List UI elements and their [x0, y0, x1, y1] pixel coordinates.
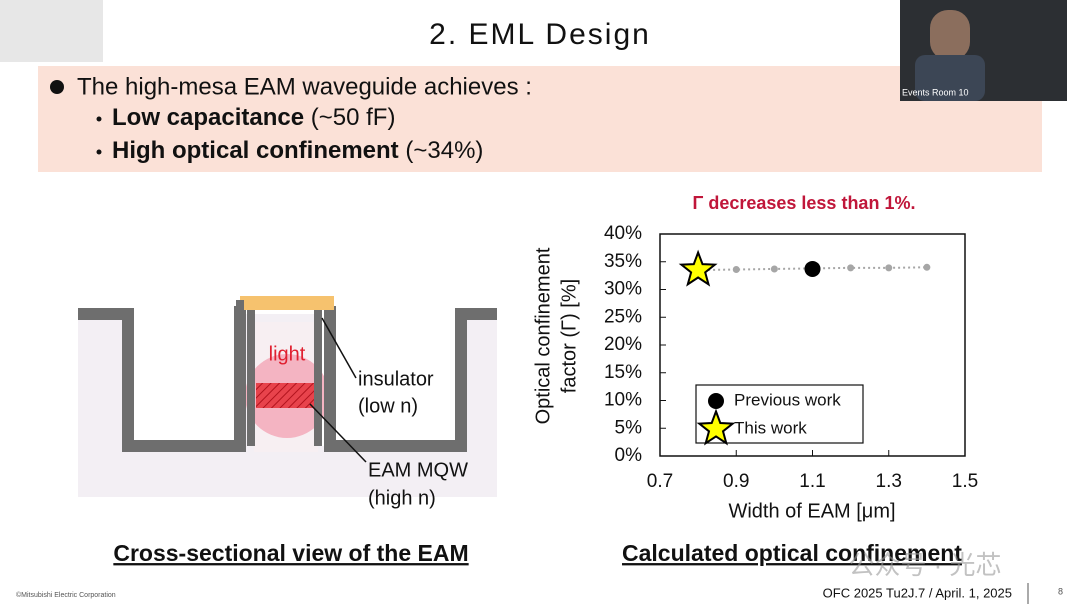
chart-annotation: Γ decreases less than 1%. — [693, 193, 916, 213]
bullet-rest: (~34%) — [405, 137, 483, 164]
insulator-label: insulator — [358, 368, 434, 390]
video-label: Events Room 10 — [902, 87, 969, 97]
chart-caption: Calculated optical confinement — [622, 540, 962, 566]
y-tick-label: 10% — [604, 390, 642, 411]
video-person — [915, 55, 985, 101]
cross-section — [78, 296, 497, 497]
dot-marker — [732, 266, 740, 274]
star-marker — [678, 249, 718, 287]
y-axis-label: factor (Γ) [%] — [558, 279, 580, 393]
bullet-bold: High optical confinement — [112, 137, 399, 164]
dot-marker — [804, 260, 821, 277]
light-label: light — [269, 343, 306, 365]
copyright: ©Mitsubishi Electric Corporation — [16, 591, 116, 599]
x-tick-label: 1.5 — [952, 471, 978, 492]
y-tick-label: 25% — [604, 306, 642, 327]
sub-bullet — [96, 116, 102, 122]
bullet-dot — [50, 80, 64, 94]
dot-marker — [847, 264, 855, 272]
mqw-label: (high n) — [368, 487, 436, 509]
y-tick-label: 15% — [604, 362, 642, 383]
star-marker — [696, 408, 736, 446]
mqw-label: EAM MQW — [368, 459, 468, 481]
chart: Γ decreases less than 1%. Width of EAM [… — [532, 193, 978, 566]
dot-marker — [885, 264, 893, 272]
insulator-label: (low n) — [358, 395, 418, 417]
conference: OFC 2025 Tu2J.7 / April. 1, 2025 — [823, 585, 1012, 600]
bullet-item: Low capacitance (~50 fF) — [112, 104, 395, 131]
x-tick-label: 0.9 — [723, 471, 749, 492]
sub-bullet — [96, 149, 102, 155]
y-tick-label: 40% — [604, 223, 642, 244]
dot-marker — [770, 265, 778, 273]
slide-title: 2. EML Design — [429, 18, 651, 51]
legend-label: Previous work — [734, 390, 841, 409]
y-axis-label: Optical confinement — [532, 247, 554, 424]
y-tick-label: 0% — [615, 445, 643, 466]
watermark: 公众号 · 光芯 — [848, 550, 1001, 580]
x-tick-label: 1.3 — [876, 471, 902, 492]
bullet-box — [38, 66, 1042, 172]
video-person — [930, 10, 970, 60]
x-axis-label: Width of EAM [μm] — [728, 500, 895, 522]
bullet-rest: (~50 fF) — [311, 104, 396, 131]
bullet-bold: Low capacitance — [112, 104, 304, 131]
dot-marker — [708, 393, 724, 409]
page-number: 8 — [1058, 586, 1063, 596]
title-block — [0, 0, 103, 62]
x-tick-label: 1.1 — [799, 471, 825, 492]
y-tick-label: 35% — [604, 251, 642, 272]
dot-marker — [923, 263, 931, 271]
y-tick-label: 20% — [604, 334, 642, 355]
bullet-lead: The high-mesa EAM waveguide achieves : — [77, 73, 532, 100]
bullet-item: High optical confinement (~34%) — [112, 137, 483, 164]
y-tick-label: 30% — [604, 279, 642, 300]
x-tick-label: 0.7 — [647, 471, 673, 492]
y-tick-label: 5% — [615, 417, 643, 438]
legend-label: This work — [734, 418, 807, 437]
diagram-caption: Cross-sectional view of the EAM — [113, 540, 468, 566]
